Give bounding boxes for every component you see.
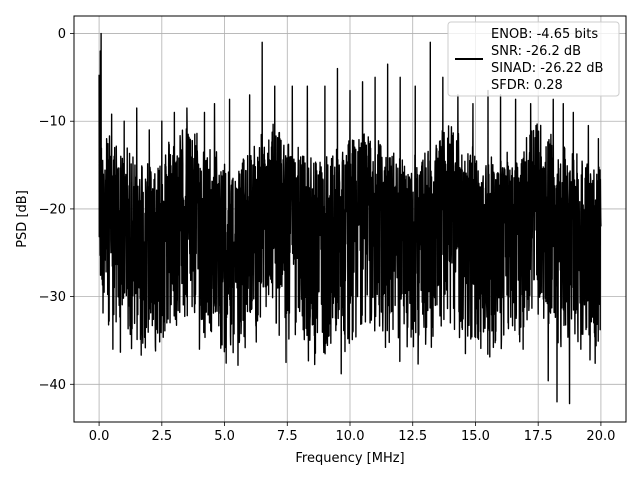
- x-tick-label: 0.0: [89, 429, 110, 444]
- x-tick-label: 2.5: [151, 429, 172, 444]
- x-tick-label: 17.5: [524, 429, 553, 444]
- legend-sfdr: SFDR: 0.28: [491, 78, 563, 93]
- legend-sinad: SINAD: -26.22 dB: [491, 61, 603, 76]
- data-layer: [98, 32, 602, 405]
- x-axis-ticks: 0.0 2.5 5.0 7.5 10.0 12.5 15.0 17.5 20.0: [89, 422, 615, 444]
- y-axis-label: PSD [dB]: [15, 190, 30, 248]
- legend-snr: SNR: -26.2 dB: [491, 44, 581, 59]
- y-tick-label: −40: [39, 378, 66, 393]
- x-tick-label: 10.0: [336, 429, 365, 444]
- x-tick-label: 20.0: [586, 429, 615, 444]
- x-tick-label: 12.5: [398, 429, 427, 444]
- x-tick-label: 7.5: [277, 429, 298, 444]
- legend-enob: ENOB: -4.65 bits: [491, 27, 598, 42]
- legend-box: [447, 21, 620, 97]
- x-tick-label: 15.0: [461, 429, 490, 444]
- y-tick-label: −10: [39, 115, 66, 130]
- y-axis-ticks: 0 −10 −20 −30 −40: [39, 27, 74, 393]
- psd-series-line: [98, 32, 602, 405]
- y-tick-label: 0: [58, 27, 66, 42]
- y-tick-label: −30: [39, 290, 66, 305]
- x-tick-label: 5.0: [214, 429, 235, 444]
- x-axis-label: Frequency [MHz]: [295, 451, 404, 466]
- legend: ENOB: -4.65 bits SNR: -26.2 dB SINAD: -2…: [447, 21, 620, 97]
- y-tick-label: −20: [39, 202, 66, 217]
